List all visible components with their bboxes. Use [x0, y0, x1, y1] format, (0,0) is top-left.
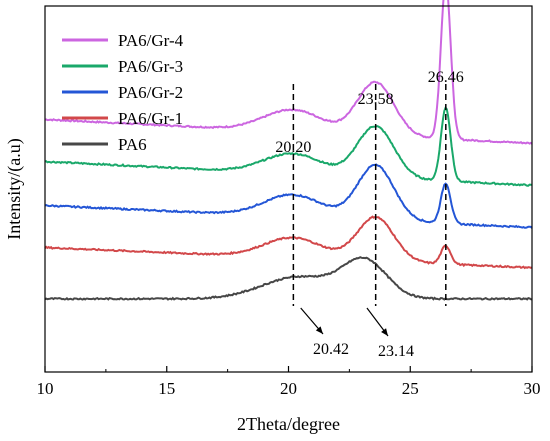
- x-tick-label-4: 30: [524, 379, 541, 398]
- legend-label-4: PA6: [118, 135, 147, 154]
- x-tick-label-2: 20: [280, 379, 297, 398]
- peak-label-top-0: 20.20: [275, 139, 311, 156]
- series-line-2: [44, 163, 533, 229]
- reference-lines: [292, 84, 447, 306]
- x-tick-label-0: 10: [37, 379, 54, 398]
- peak-label-top-2: 26.46: [428, 69, 464, 86]
- x-tick-label-1: 15: [158, 379, 175, 398]
- legend-label-3: PA6/Gr-1: [118, 109, 183, 128]
- peak-label-top-1: 23.58: [358, 91, 394, 108]
- series-line-3: [44, 215, 533, 270]
- legend-label-2: PA6/Gr-2: [118, 83, 183, 102]
- peak-label-bottom-1: 23.14: [378, 343, 414, 360]
- series-line-0: [44, 0, 533, 145]
- x-axis-label: 2Theta/degree: [237, 414, 340, 434]
- x-tick-label-3: 25: [402, 379, 419, 398]
- legend: PA6/Gr-4 PA6/Gr-3 PA6/Gr-2 PA6/Gr-1 PA6: [62, 31, 184, 154]
- legend-label-0: PA6/Gr-4: [118, 31, 184, 50]
- x-axis-ticks: 10 15 20 25 30: [37, 366, 541, 398]
- series-layer: [44, 0, 533, 301]
- peak-arrowhead-0: [315, 326, 323, 334]
- peak-arrowhead-1: [381, 328, 388, 336]
- y-axis-label: Intensity/(a.u): [4, 138, 25, 239]
- peak-annotations: 20.20 23.58 26.46 20.42 23.14: [275, 69, 463, 360]
- series-line-1: [44, 105, 533, 187]
- peak-label-bottom-0: 20.42: [313, 341, 349, 358]
- series-line-4: [44, 256, 533, 301]
- legend-label-1: PA6/Gr-3: [118, 57, 183, 76]
